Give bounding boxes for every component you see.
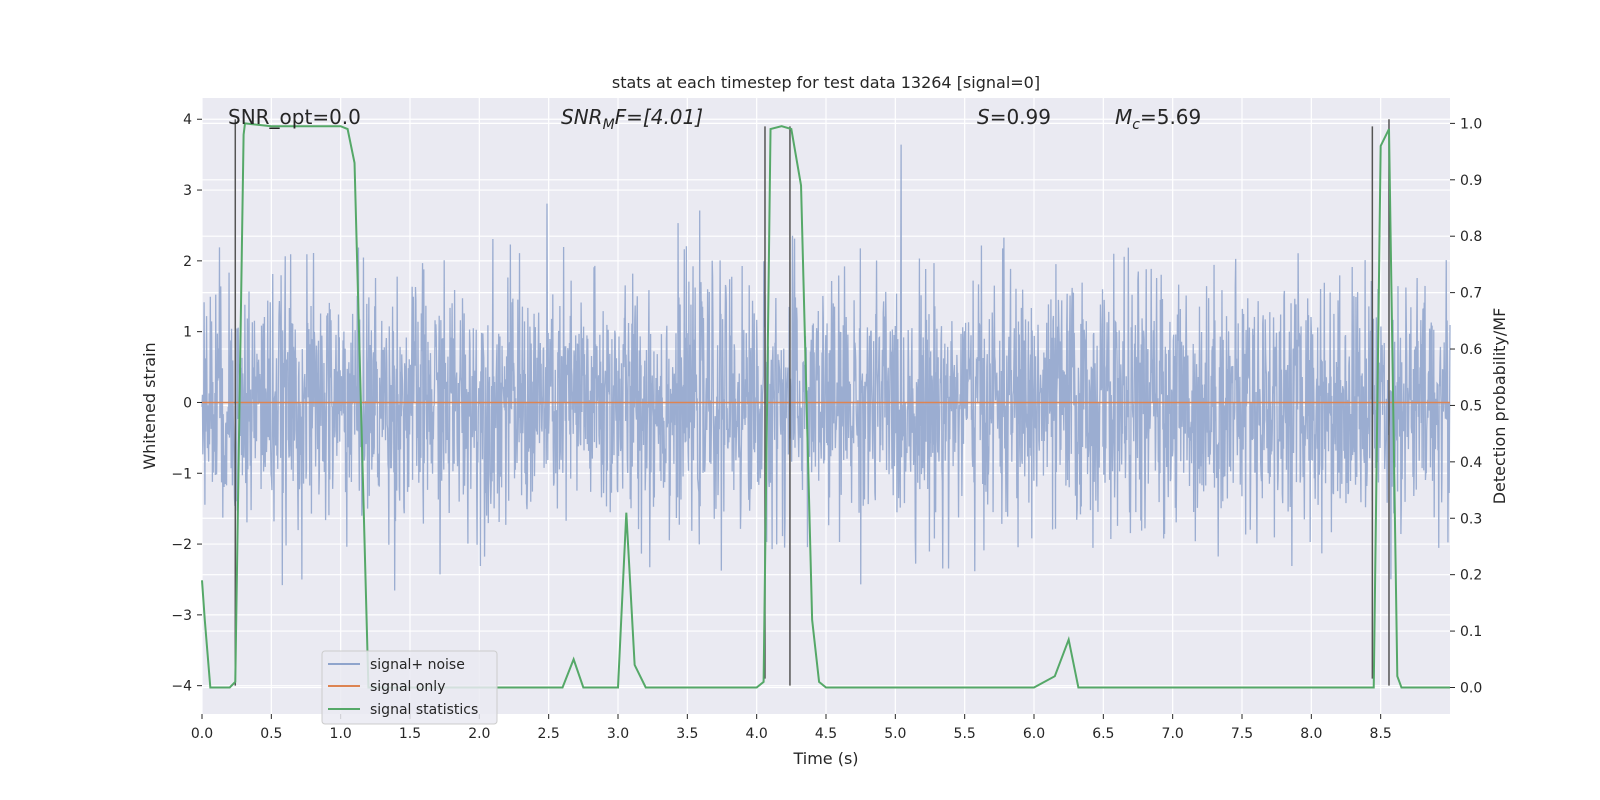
legend-label-signal-only: signal only — [370, 679, 445, 695]
x-tick-label: 8.0 — [1300, 726, 1322, 742]
y-right-tick-label: 0.0 — [1460, 680, 1482, 696]
x-tick-label: 6.0 — [1023, 726, 1045, 742]
y-right-tick-label: 0.3 — [1460, 511, 1482, 527]
y-left-tick-label: 4 — [183, 112, 192, 128]
x-ticks: 0.0 0.5 1.0 1.5 2.0 2.5 3.0 3.5 4.0 4.5 5.0 5.5 6.0 6… — [191, 714, 1392, 742]
x-tick-label: 4.0 — [746, 726, 768, 742]
y-left-tick-label: 2 — [183, 254, 192, 270]
annotation-s: S=0.99 — [977, 105, 1051, 129]
y-left-tick-label: −1 — [171, 466, 192, 482]
x-tick-label: 2.5 — [538, 726, 560, 742]
x-tick-label: 0.0 — [191, 726, 213, 742]
y-right-tick-label: 0.8 — [1460, 229, 1482, 245]
y-left-tick-label: −3 — [171, 608, 192, 624]
x-tick-label: 4.5 — [815, 726, 837, 742]
x-tick-label: 5.5 — [954, 726, 976, 742]
x-tick-label: 1.0 — [330, 726, 352, 742]
y-right-tick-label: 0.5 — [1460, 398, 1482, 414]
mc-label: M — [1115, 105, 1132, 129]
series-layer — [201, 119, 1451, 689]
s-value: =0.99 — [990, 105, 1051, 129]
y-right-tick-label: 0.6 — [1460, 342, 1482, 358]
mc-value: =5.69 — [1140, 105, 1201, 129]
y-right-ticks: 1.0 0.9 0.8 0.7 0.6 0.5 0.4 0.3 0.2 0.1 0.0 — [1450, 116, 1482, 696]
y-axis-label-right: Detection probability/MF — [1490, 308, 1509, 505]
y-right-tick-label: 0.2 — [1460, 568, 1482, 584]
y-left-tick-label: 0 — [183, 395, 192, 411]
s-label: S — [977, 105, 990, 129]
annotation-snr-opt: SNR_opt=0.0 — [228, 105, 361, 129]
y-left-tick-label: −2 — [171, 537, 192, 553]
x-tick-label: 8.5 — [1370, 726, 1392, 742]
y-left-tick-label: −4 — [171, 679, 192, 695]
x-tick-label: 3.5 — [676, 726, 698, 742]
x-tick-label: 1.5 — [399, 726, 421, 742]
y-right-tick-label: 0.4 — [1460, 455, 1482, 471]
series-signal-noise — [201, 144, 1451, 591]
x-tick-label: 7.5 — [1231, 726, 1253, 742]
chart-title: stats at each timestep for test data 132… — [612, 73, 1040, 92]
x-tick-label: 5.0 — [884, 726, 906, 742]
legend-box — [321, 650, 498, 725]
legend-label-signal-statistics: signal statistics — [370, 702, 478, 718]
y-right-tick-label: 1.0 — [1460, 116, 1482, 132]
x-tick-label: 0.5 — [260, 726, 282, 742]
mc-subscript: c — [1132, 117, 1140, 133]
legend: signal+ noise signal only signal statist… — [321, 650, 498, 725]
y-axis-label-left: Whitened strain — [140, 342, 159, 469]
y-right-tick-label: 0.1 — [1460, 624, 1482, 640]
snr-mf-value: F=[4.01] — [615, 105, 703, 129]
annotation-snr-mf: SNRMF=[4.01] — [561, 105, 703, 133]
y-left-tick-label: 3 — [183, 183, 192, 199]
y-right-tick-label: 0.9 — [1460, 173, 1482, 189]
x-axis-label: Time (s) — [792, 749, 858, 768]
x-tick-label: 7.0 — [1162, 726, 1184, 742]
snr-mf-label: SNR — [561, 105, 603, 129]
y-left-ticks: 4 3 2 1 0 −1 −2 −3 −4 — [171, 112, 202, 695]
x-tick-label: 6.5 — [1092, 726, 1114, 742]
legend-label-signal-noise: signal+ noise — [370, 657, 465, 673]
annotation-mc: Mc=5.69 — [1115, 105, 1201, 133]
x-tick-label: 3.0 — [607, 726, 629, 742]
y-right-tick-label: 0.7 — [1460, 286, 1482, 302]
y-left-tick-label: 1 — [183, 325, 192, 341]
x-tick-label: 2.0 — [468, 726, 490, 742]
series-signal-statistics — [201, 122, 1450, 689]
snr-mf-subscript: M — [603, 117, 615, 133]
